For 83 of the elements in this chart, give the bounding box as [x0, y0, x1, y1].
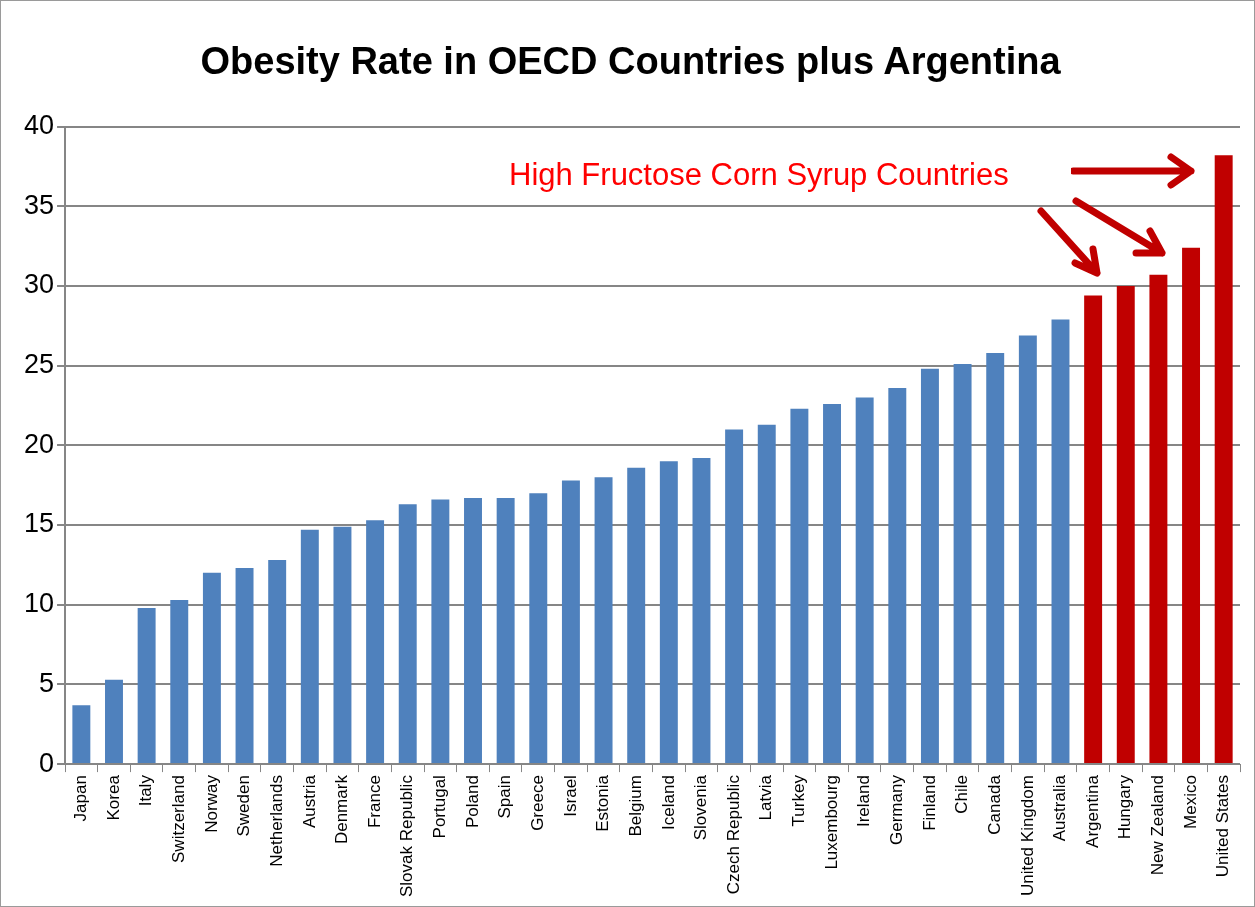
x-tick-label: Australia [1050, 774, 1070, 842]
x-tick-label: Israel [560, 775, 580, 817]
x-tick-label: Spain [495, 775, 515, 819]
x-tick-label: Czech Republic [723, 774, 743, 895]
x-tick-label: Luxembourg [821, 775, 841, 870]
bar [137, 607, 156, 764]
x-tick-label: Finland [919, 775, 939, 831]
x-tick-label: Hungary [1115, 774, 1135, 840]
bar [202, 572, 221, 764]
annotation: High Fructose Corn Syrup Countries [509, 157, 1009, 193]
x-tick-label: Portugal [430, 775, 450, 839]
x-tick-label: Poland [462, 775, 482, 829]
x-tick-label: United Kingdom [1017, 775, 1037, 897]
bar [790, 408, 809, 764]
bar [920, 368, 939, 764]
x-tick-label: Netherlands [266, 775, 286, 867]
bar [1084, 295, 1103, 764]
x-tick-label: Japan [71, 775, 91, 822]
y-tick-label: 35 [23, 189, 55, 220]
y-tick-label: 20 [23, 428, 55, 459]
bar [1051, 319, 1070, 764]
x-tick-label: Slovak Republic [397, 774, 417, 898]
bar [464, 497, 482, 764]
y-tick-label: 10 [23, 588, 55, 619]
bar [855, 397, 874, 764]
bar [268, 560, 287, 764]
x-tick-label: France [364, 775, 384, 829]
bar [1182, 247, 1201, 764]
bar [888, 387, 907, 764]
bar [333, 526, 352, 764]
bar [366, 520, 385, 764]
y-tick-label: 5 [39, 667, 55, 698]
x-tick-label: Argentina [1082, 774, 1102, 848]
bar [561, 480, 580, 764]
x-tick-label: Slovenia [691, 774, 711, 841]
x-tick-label: Austria [299, 774, 319, 829]
x-tick-label: Latvia [756, 774, 776, 821]
bar [823, 403, 841, 764]
bar [692, 458, 711, 764]
bar [529, 493, 548, 764]
bar [105, 679, 123, 764]
x-tick-label: Germany [886, 774, 906, 846]
x-tick-label: United States [1213, 775, 1233, 878]
x-tick-label: Switzerland [168, 775, 188, 863]
bar [398, 504, 417, 764]
bar [594, 477, 613, 764]
y-tick-label: 0 [39, 747, 55, 778]
x-tick-label: Sweden [234, 775, 254, 837]
bar [1018, 335, 1037, 764]
bar [170, 599, 189, 764]
x-tick-label: Denmark [332, 774, 352, 845]
x-tick-label: Iceland [658, 775, 678, 830]
y-tick-label: 40 [23, 110, 55, 141]
x-tick-label: New Zealand [1148, 775, 1168, 876]
bar [72, 705, 91, 764]
bar [496, 497, 515, 764]
y-tick-label: 25 [23, 349, 55, 380]
bar [627, 467, 646, 764]
bar [1214, 155, 1233, 764]
x-tick-label: Belgium [625, 775, 645, 837]
x-tick-label: Ireland [854, 775, 874, 828]
x-tick-label: Korea [103, 774, 123, 821]
bar [953, 364, 972, 764]
x-tick-label: Estonia [593, 774, 613, 832]
x-tick-label: Chile [952, 775, 972, 814]
chart-title: Obesity Rate in OECD Countries plus Argentina [200, 40, 1062, 83]
x-tick-label: Canada [984, 774, 1004, 835]
bar [235, 568, 254, 764]
x-tick-label: Italy [136, 774, 156, 807]
bar [431, 499, 450, 764]
y-tick-label: 30 [23, 269, 55, 300]
bar [986, 352, 1005, 764]
x-tick-label: Norway [201, 774, 221, 833]
x-tick-label: Turkey [789, 774, 809, 827]
x-tick-label: Greece [527, 775, 547, 831]
bar [1149, 274, 1168, 764]
bar [1116, 285, 1135, 764]
bar [300, 529, 319, 764]
bar [725, 429, 744, 764]
bar [659, 461, 678, 764]
bar [757, 424, 776, 764]
y-tick-label: 15 [23, 508, 55, 539]
x-tick-label: Mexico [1180, 775, 1200, 829]
